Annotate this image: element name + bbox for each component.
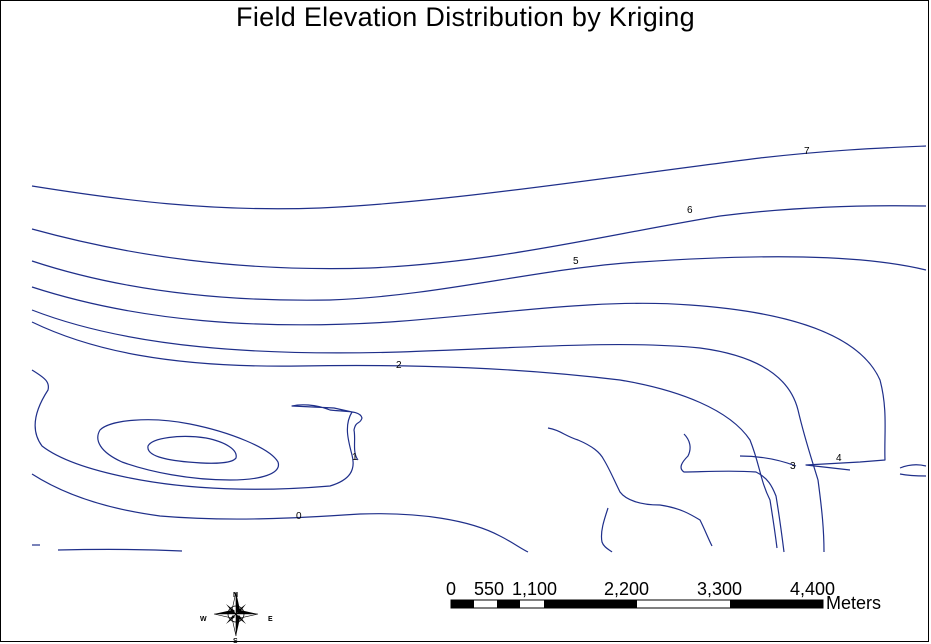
contour-line-3 [32, 310, 824, 552]
contour-label-7: 7 [804, 146, 810, 157]
contour-label-0: 0 [296, 511, 302, 522]
contour-line-1 [32, 370, 362, 489]
compass-east-label: E [268, 616, 273, 623]
contour-line-0-ring [148, 436, 236, 463]
contour-label-4: 4 [836, 453, 842, 464]
contour-label-2: 2 [396, 360, 402, 371]
contour-line-6 [32, 206, 926, 269]
scale-unit-label: Meters [826, 593, 881, 613]
contour-line-jagged-east-2 [601, 508, 612, 552]
scale-tick-3300: 3,300 [697, 579, 742, 599]
scale-tick-0: 0 [446, 579, 456, 599]
contour-label-6: 6 [687, 205, 693, 216]
contour-line-5 [32, 257, 926, 300]
compass-west-label: W [200, 616, 207, 623]
contour-label-1: 1 [352, 452, 358, 463]
compass-north-label: N [233, 592, 238, 599]
scale-tick-2200: 2,200 [604, 579, 649, 599]
scale-bar [451, 600, 823, 608]
contour-line-7 [32, 146, 926, 209]
scale-tick-550: 550 [474, 579, 504, 599]
contour-line-0 [32, 474, 528, 552]
compass-south-label: S [233, 638, 238, 644]
contour-label-5: 5 [573, 256, 579, 267]
contour-line-1-ring [98, 420, 279, 480]
contour-line-0-west [58, 549, 182, 551]
contour-line-4 [32, 287, 885, 470]
contour-line-jagged-east-4 [740, 456, 796, 466]
contour-label-3: 3 [790, 461, 796, 472]
contour-line-jagged-east-3 [681, 434, 784, 552]
scale-tick-1100: 1,100 [512, 579, 557, 599]
contour-line-jagged-east-5 [900, 465, 926, 476]
contour-line-jagged-east-1 [548, 428, 712, 546]
